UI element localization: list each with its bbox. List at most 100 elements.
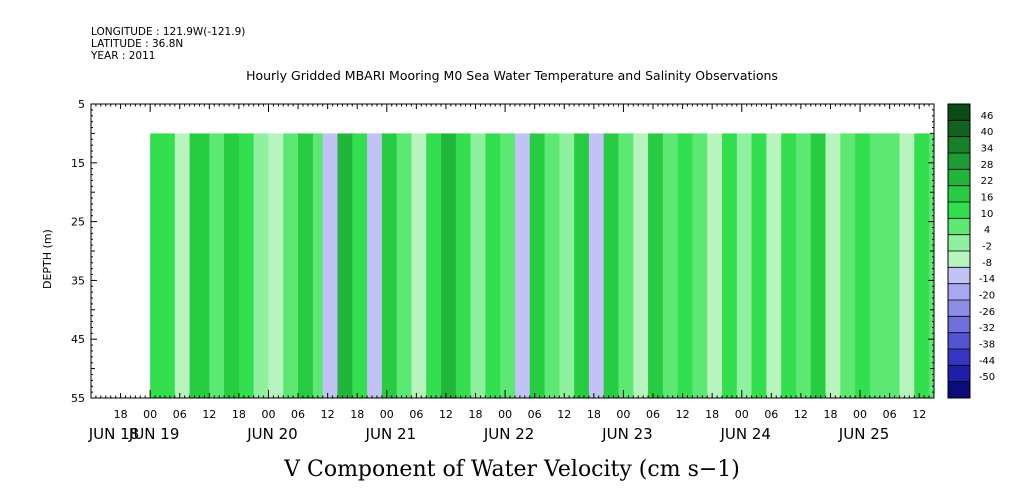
x-hour-label: 12 — [794, 408, 808, 421]
velocity-band — [426, 133, 442, 398]
x-hour-label: 12 — [321, 408, 335, 421]
velocity-band — [160, 133, 176, 398]
velocity-band — [322, 133, 338, 398]
velocity-band — [529, 133, 546, 398]
colorbar-swatch — [948, 169, 970, 187]
y-tick-label: 35 — [71, 274, 85, 287]
colorbar-swatch — [948, 185, 970, 203]
variable-label: V Component of Water Velocity (cm s−1) — [283, 457, 740, 482]
x-hour-label: 00 — [261, 408, 275, 421]
x-hour-label: 06 — [409, 408, 423, 421]
velocity-band — [855, 133, 871, 398]
colorbar-label: -50 — [979, 372, 995, 383]
colorbar-swatch — [948, 381, 970, 399]
x-hour-label: 06 — [764, 408, 778, 421]
x-day-label: JUN 21 — [365, 425, 416, 443]
y-tick-label: 55 — [71, 392, 85, 405]
colorbar-label: 22 — [981, 176, 994, 187]
x-hour-label: 00 — [143, 408, 157, 421]
x-axis-hours: 18 00 06 12 18 00 06 12 18 00 06 12 18 00 06 12 18 00 06 12… — [114, 408, 927, 421]
velocity-band — [544, 133, 560, 398]
velocity-band — [298, 133, 314, 398]
x-hour-label: 00 — [853, 408, 867, 421]
x-hour-label: 00 — [498, 408, 512, 421]
x-hour-label: 06 — [291, 408, 305, 421]
x-hour-label: 06 — [173, 408, 187, 421]
velocity-band — [662, 133, 679, 398]
y-tick-label: 45 — [71, 333, 85, 346]
velocity-field — [150, 133, 934, 398]
velocity-band — [736, 133, 753, 398]
x-day-label: JUN 20 — [246, 425, 297, 443]
x-hour-label: 06 — [528, 408, 542, 421]
colorbar-swatch — [948, 202, 970, 219]
velocity-band — [189, 133, 210, 398]
velocity-band — [899, 133, 915, 398]
colorbar-swatch — [948, 365, 970, 383]
colorbar-label: 28 — [981, 160, 994, 171]
x-hour-label: 12 — [439, 408, 453, 421]
colorbar-swatch — [948, 218, 970, 236]
velocity-band — [618, 133, 634, 398]
velocity-band — [929, 133, 934, 398]
colorbar-label: 10 — [981, 209, 994, 220]
velocity-band — [914, 133, 930, 398]
colorbar-label: -20 — [979, 291, 995, 302]
colorbar-label: -2 — [982, 242, 992, 253]
velocity-band — [396, 133, 412, 398]
y-tick-label: 25 — [71, 216, 85, 229]
velocity-band — [781, 133, 797, 398]
velocity-band — [869, 133, 886, 398]
velocity-band — [238, 133, 255, 398]
velocity-band — [751, 133, 767, 398]
x-hour-label: 00 — [735, 408, 749, 421]
x-day-label: JUN 22 — [483, 425, 534, 443]
x-hour-label: 12 — [676, 408, 690, 421]
velocity-band — [603, 133, 619, 398]
x-hour-label: 12 — [912, 408, 926, 421]
x-hour-label: 12 — [202, 408, 216, 421]
x-day-label: JUN 25 — [838, 425, 889, 443]
colorbar-swatch — [948, 316, 970, 334]
velocity-band — [253, 133, 269, 398]
y-tick-label: 5 — [78, 98, 85, 111]
velocity-band — [559, 133, 575, 398]
velocity-band — [766, 133, 782, 398]
velocity-band — [470, 133, 486, 398]
velocity-band — [209, 133, 225, 398]
velocity-band — [337, 133, 353, 398]
colorbar-swatch — [948, 136, 970, 154]
colorbar-label: -32 — [979, 323, 995, 334]
x-hour-label: 06 — [646, 408, 660, 421]
colorbar-swatch — [948, 283, 970, 301]
x-day-label: JUN 24 — [719, 425, 770, 443]
x-hour-label: 18 — [587, 408, 601, 421]
latitude-label: LATITUDE : 36.8N — [91, 38, 183, 50]
colorbar-label: -14 — [979, 274, 995, 285]
y-axis: 5 15 25 35 45 55 — [71, 98, 85, 405]
colorbar-label: 34 — [981, 144, 994, 155]
colorbar-label: 40 — [981, 127, 994, 138]
velocity-band — [574, 133, 590, 398]
velocity-band — [411, 133, 427, 398]
x-day-label: JUN 18 — [88, 425, 139, 443]
x-day-label: JUN 23 — [601, 425, 652, 443]
x-hour-label: 18 — [114, 408, 128, 421]
velocity-band — [174, 133, 191, 398]
colorbar-swatch — [948, 153, 970, 170]
colorbar-swatch — [948, 234, 970, 252]
velocity-band — [840, 133, 856, 398]
colorbar-label: 46 — [981, 111, 994, 122]
velocity-band — [648, 133, 664, 398]
velocity-band — [283, 133, 299, 398]
chart-title: Hourly Gridded MBARI Mooring M0 Sea Wate… — [246, 68, 778, 83]
velocity-band — [500, 133, 516, 398]
colorbar: 46 40 34 28 22 16 10 4 -2 -8 -14 -20 -26 -32 -38 -44 -50 — [947, 103, 995, 399]
velocity-band — [633, 133, 649, 398]
colorbar-swatch — [948, 349, 970, 366]
x-hour-label: 18 — [232, 408, 246, 421]
colorbar-label: -26 — [979, 307, 995, 318]
velocity-band — [381, 133, 398, 398]
